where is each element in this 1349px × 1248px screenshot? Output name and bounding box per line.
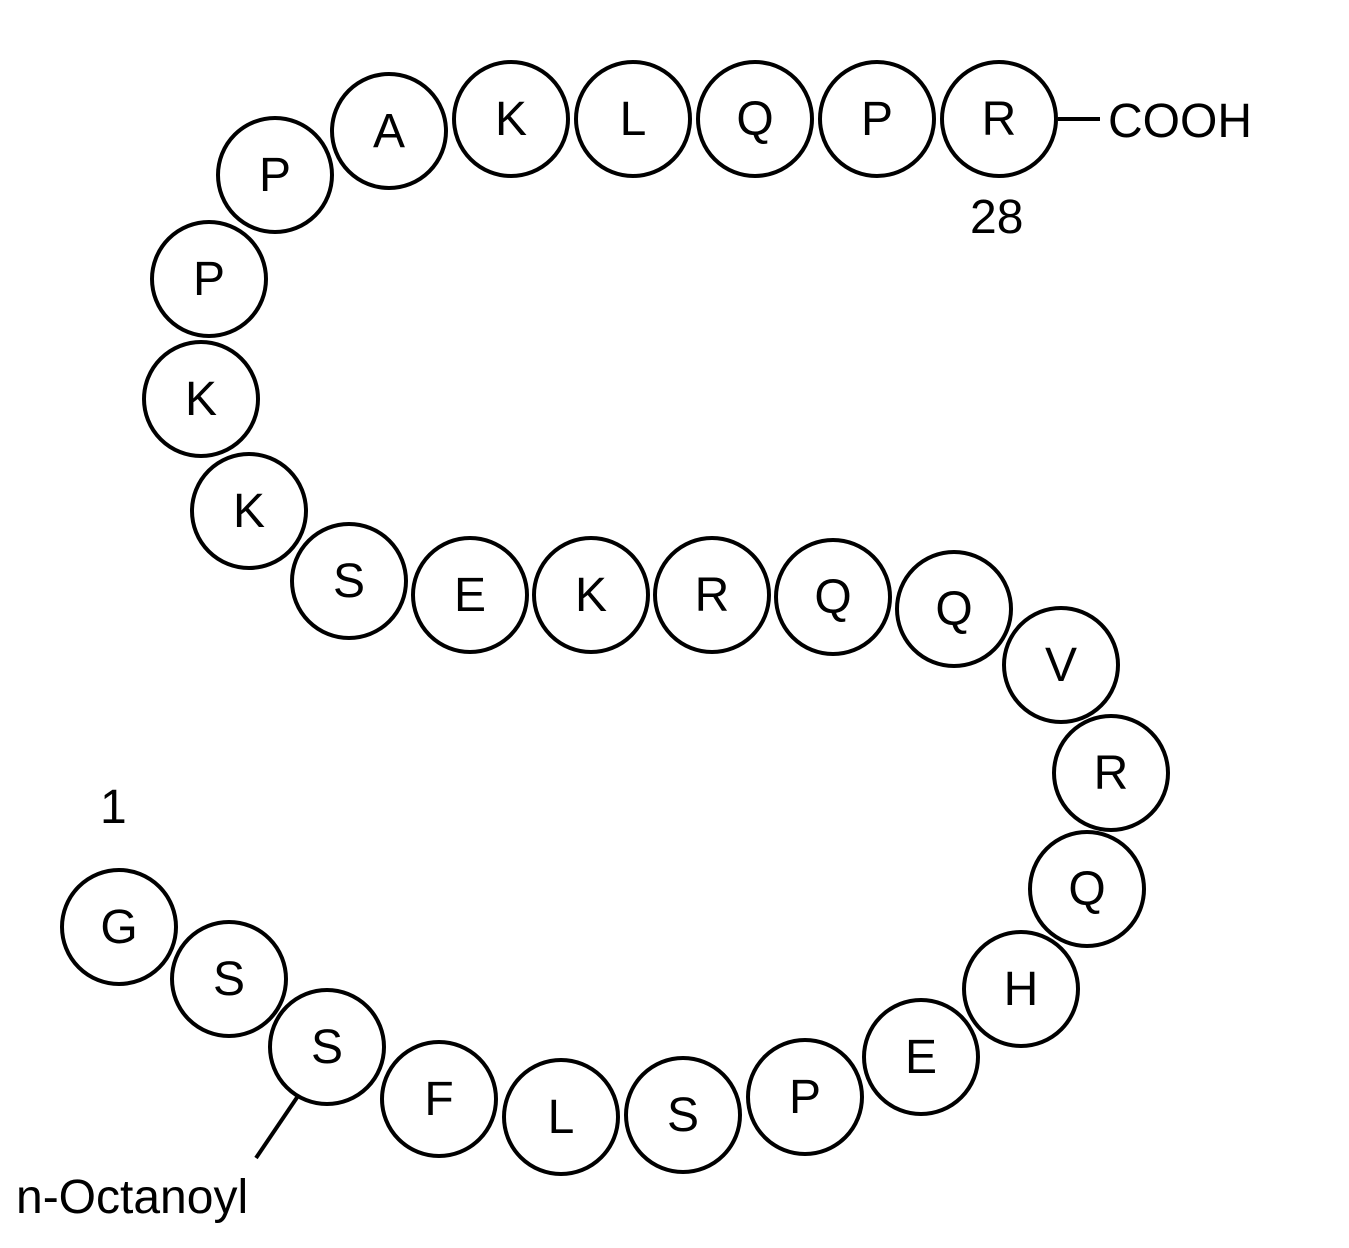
residue-19: K	[190, 452, 308, 570]
residue-3: S	[268, 988, 386, 1106]
residue-23: A	[330, 72, 448, 190]
residue-5: L	[502, 1058, 620, 1176]
residue-25: L	[574, 60, 692, 178]
residue-10: Q	[1028, 830, 1146, 948]
residue-11: R	[1052, 714, 1170, 832]
residue-27: P	[818, 60, 936, 178]
c-terminal-label: COOH	[1108, 94, 1252, 149]
residue-17: E	[411, 536, 529, 654]
residue-24: K	[452, 60, 570, 178]
residue-12: V	[1002, 606, 1120, 724]
residue-2: S	[170, 920, 288, 1038]
residue-28: R	[940, 60, 1058, 178]
residue-22: P	[216, 116, 334, 234]
residue-7: P	[746, 1038, 864, 1156]
residue-21: P	[150, 220, 268, 338]
n-terminal-number: 1	[100, 780, 127, 835]
residue-20: K	[142, 340, 260, 458]
residue-18: S	[290, 522, 408, 640]
modification-label: n-Octanoyl	[16, 1170, 248, 1225]
residue-8: E	[862, 998, 980, 1116]
residue-1: G	[60, 868, 178, 986]
residue-26: Q	[696, 60, 814, 178]
residue-16: K	[532, 536, 650, 654]
residue-9: H	[962, 930, 1080, 1048]
residue-13: Q	[895, 550, 1013, 668]
residue-14: Q	[774, 538, 892, 656]
residue-4: F	[380, 1040, 498, 1158]
c-terminal-number: 28	[970, 190, 1023, 245]
residue-15: R	[653, 536, 771, 654]
residue-6: S	[624, 1056, 742, 1174]
peptide-diagram: GSSFLSPEHQRVQQRKESKKPPAKLQPRCOOH128n-Oct…	[0, 0, 1349, 1248]
